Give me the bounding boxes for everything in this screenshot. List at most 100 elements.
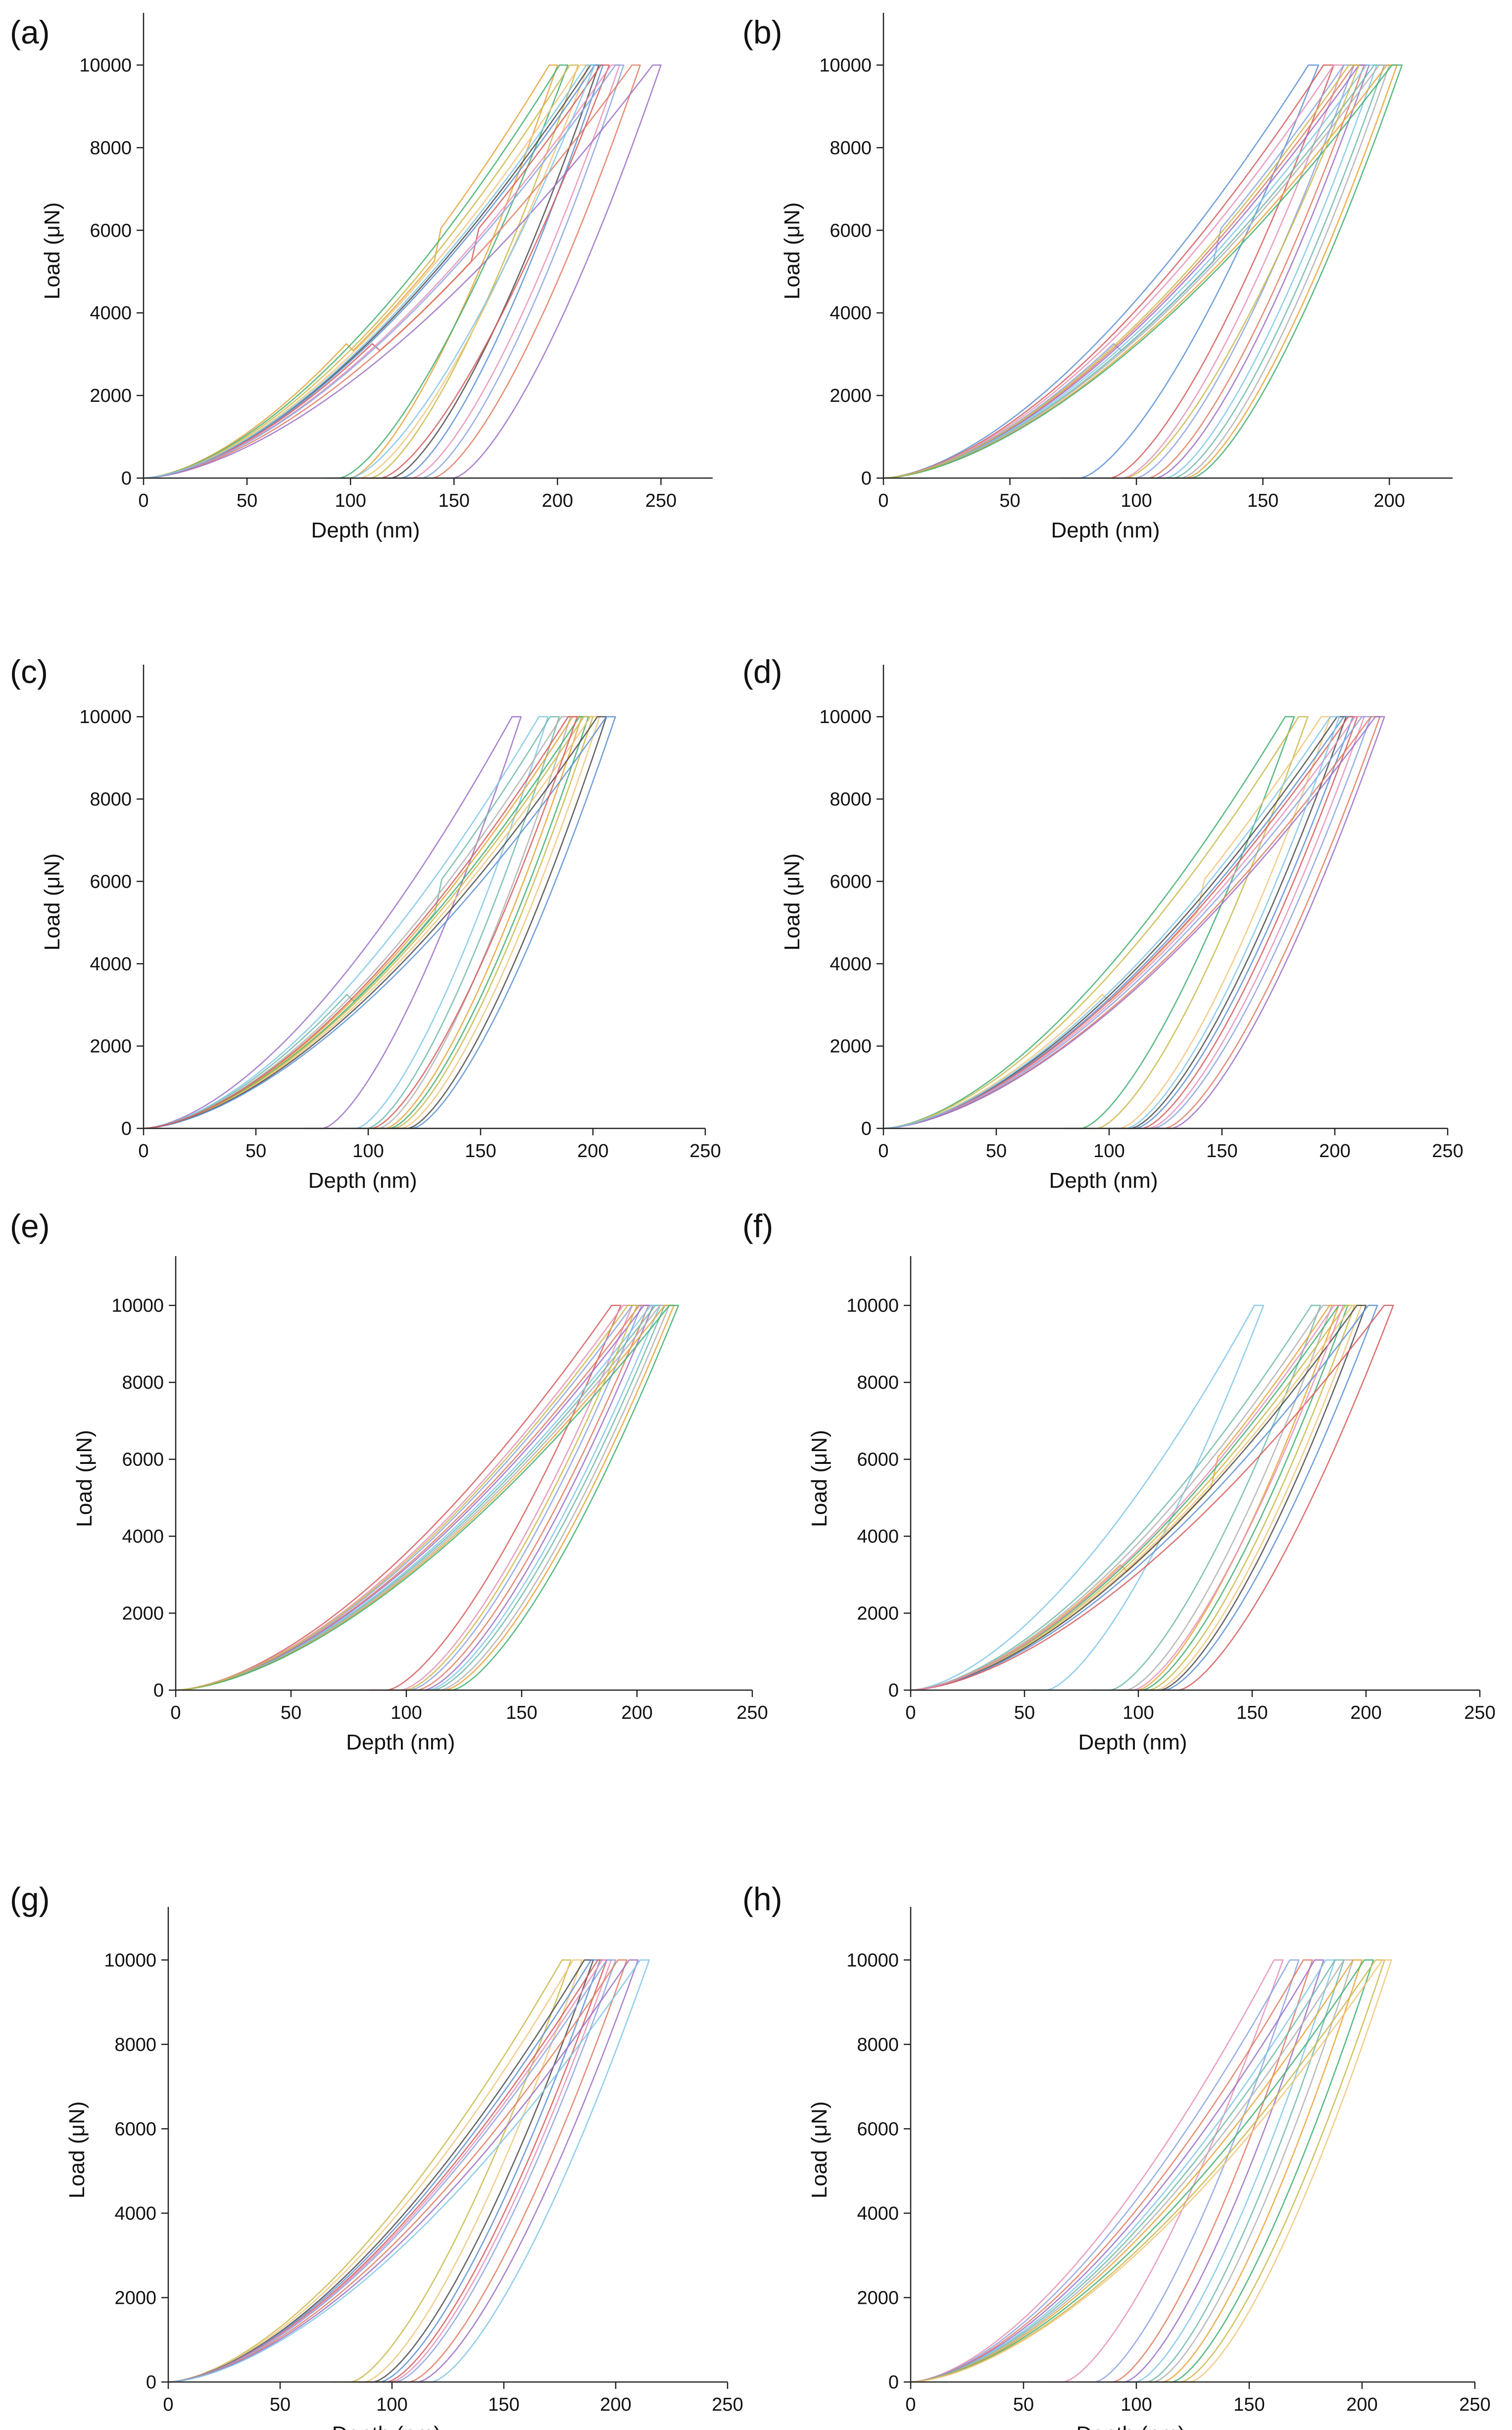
- panel-letter: (h): [742, 1881, 782, 1917]
- curves-group: [883, 716, 1385, 1129]
- y-tick-label: 4000: [857, 1526, 899, 1547]
- x-tick-label: 50: [1014, 1702, 1035, 1723]
- y-tick-label: 2000: [122, 1604, 164, 1624]
- y-tick-label: 8000: [857, 1372, 899, 1393]
- data-series-line: [175, 1305, 680, 1691]
- x-tick-label: 50: [281, 1702, 301, 1723]
- data-series-line: [143, 64, 662, 479]
- x-axis-title: Depth (nm): [1051, 518, 1160, 542]
- x-tick-label: 50: [1013, 2394, 1034, 2415]
- data-series-line: [143, 64, 569, 479]
- y-axis-title: Load (μN): [72, 1430, 97, 1527]
- y-tick-label: 6000: [90, 220, 132, 241]
- y-tick-label: 8000: [857, 2035, 899, 2055]
- data-series-line: [143, 716, 522, 1129]
- y-tick-label: 4000: [857, 2203, 899, 2224]
- data-series-line: [883, 716, 1340, 1129]
- x-tick-label: 150: [1206, 1141, 1237, 1162]
- data-series-line: [910, 1959, 1324, 2383]
- data-series-line: [175, 1305, 633, 1691]
- x-tick-label: 0: [138, 490, 148, 511]
- y-axis-title: Load (μN): [40, 853, 64, 951]
- x-tick-label: 0: [138, 1141, 148, 1162]
- y-tick-label: 0: [121, 1118, 132, 1139]
- data-series-line: [910, 1959, 1374, 2383]
- data-series-line: [168, 1959, 650, 2383]
- data-series-line: [883, 64, 1335, 479]
- panel-b-chart: (b)0 50 100 150 2000200040006000800010000Dep…: [742, 13, 1453, 542]
- data-series-line: [883, 64, 1319, 479]
- data-series-line: [910, 1305, 1344, 1691]
- x-axis-title: Depth (nm): [346, 1730, 455, 1754]
- y-tick-label: 4000: [122, 1526, 164, 1547]
- x-tick-label: 250: [1464, 1702, 1495, 1723]
- y-tick-label: 6000: [114, 2119, 156, 2139]
- y-tick-label: 10000: [846, 1296, 899, 1316]
- x-tick-label: 0: [878, 490, 888, 511]
- x-tick-label: 50: [986, 1141, 1007, 1162]
- y-tick-label: 0: [888, 1680, 899, 1701]
- x-tick-label: 200: [1346, 2394, 1377, 2415]
- x-tick-label: 200: [1350, 1702, 1381, 1723]
- data-series-line: [910, 1305, 1349, 1691]
- data-series-line: [175, 1305, 675, 1691]
- data-series-line: [883, 64, 1403, 479]
- y-tick-label: 10000: [846, 1950, 899, 1971]
- data-series-line: [143, 716, 571, 1129]
- y-tick-label: 10000: [79, 55, 132, 76]
- panel-e-chart: (e) 0 50 100 150 200 250 0 2000 4000 6000 8000 10000…: [10, 1208, 768, 1754]
- data-series-line: [883, 716, 1331, 1129]
- x-tick-label: 250: [645, 490, 677, 511]
- y-tick-label: 6000: [90, 872, 132, 892]
- y-tick-label: 6000: [122, 1450, 164, 1470]
- y-tick-label: 8000: [829, 138, 872, 158]
- y-tick-label: 4000: [90, 303, 132, 324]
- y-tick-label: 6000: [829, 220, 872, 241]
- x-axis-title: Depth (nm): [1076, 2422, 1185, 2430]
- x-tick-label: 250: [689, 1141, 721, 1162]
- data-series-line: [883, 64, 1385, 479]
- data-series-line: [910, 1959, 1300, 2383]
- x-tick-label: 0: [878, 1141, 888, 1162]
- data-series-line: [143, 64, 604, 479]
- data-series-line: [143, 64, 579, 479]
- y-tick-label: 2000: [857, 1604, 899, 1624]
- data-series-line: [883, 64, 1398, 479]
- panel-letter: (c): [10, 653, 48, 690]
- x-tick-label: 250: [1432, 1141, 1463, 1162]
- data-series-line: [910, 1959, 1336, 2383]
- data-series-line: [883, 716, 1358, 1129]
- panel-letter: (e): [10, 1208, 50, 1244]
- data-series-line: [910, 1305, 1265, 1691]
- data-series-line: [910, 1959, 1385, 2383]
- data-series-line: [910, 1305, 1333, 1691]
- y-tick-label: 6000: [857, 2119, 899, 2139]
- y-tick-label: 8000: [122, 1372, 164, 1393]
- data-series-line: [168, 1959, 608, 2383]
- data-series-line: [883, 716, 1381, 1129]
- y-tick-label: 6000: [829, 872, 872, 892]
- y-axis-title: Load (μN): [65, 2101, 89, 2199]
- panel-letter: (g): [10, 1881, 50, 1917]
- x-tick-label: 250: [736, 1702, 768, 1723]
- x-tick-label: 100: [376, 2394, 407, 2415]
- y-tick-label: 8000: [829, 789, 872, 810]
- panel-f-chart: (f) 0 50 100 150 200 250 0 2000 4000 6000 8000 10000…: [742, 1208, 1496, 1754]
- data-series-line: [168, 1959, 628, 2383]
- y-axis-title: Load (μN): [780, 853, 804, 951]
- data-series-line: [883, 716, 1295, 1129]
- x-tick-label: 0: [163, 2394, 173, 2415]
- x-tick-label: 250: [712, 2394, 743, 2415]
- y-tick-label: 0: [861, 1118, 872, 1139]
- data-series-line: [143, 716, 594, 1129]
- panel-d-chart: (d) 0 50 100 150 200 250 0 2000 4000 6000 8000 10000…: [742, 653, 1463, 1193]
- x-tick-label: 200: [1374, 490, 1405, 511]
- x-tick-label: 150: [488, 2394, 519, 2415]
- data-series-line: [910, 1959, 1354, 2383]
- x-tick-label: 100: [1122, 1702, 1154, 1723]
- x-axis-title: Depth (nm): [1049, 1168, 1158, 1193]
- x-tick-label: 50: [999, 490, 1020, 511]
- data-series-line: [143, 716, 549, 1129]
- data-series-line: [883, 716, 1365, 1129]
